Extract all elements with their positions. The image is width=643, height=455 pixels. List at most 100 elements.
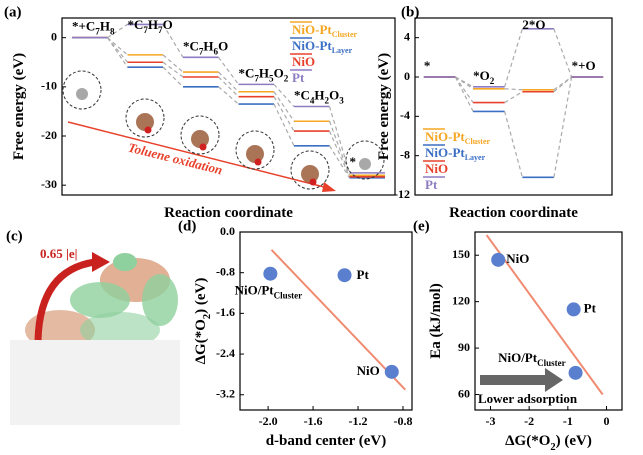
y-tick-label: -8 <box>400 147 410 161</box>
point-label-main: Pt <box>584 300 597 315</box>
panel-label: (e) <box>413 218 430 234</box>
point-label: Pt <box>357 267 370 282</box>
legend-name-sub: Layer <box>332 46 353 55</box>
point-label-main: NiO/Pt <box>498 350 538 365</box>
legend-name: NiO-Pt <box>292 22 332 37</box>
connector <box>274 84 294 106</box>
x-tick-label: 0 <box>604 414 610 428</box>
y-tick-label: -2.4 <box>216 346 235 360</box>
point-label-main: NiO <box>506 251 529 266</box>
point-label-main: Pt <box>357 267 370 282</box>
panel-label: (c) <box>6 228 23 244</box>
y-tick-label: 0.0 <box>220 224 235 238</box>
x-tick-label: -1.6 <box>304 414 323 428</box>
step-label: *C7H7O <box>127 17 172 35</box>
connector <box>219 57 239 84</box>
point <box>569 366 583 380</box>
step-label: * <box>349 154 356 169</box>
connector <box>554 77 572 92</box>
annotation-arrowhead <box>322 182 336 192</box>
panel-label: (d) <box>178 218 196 234</box>
step-label: *C7H5O2 <box>238 65 288 83</box>
point <box>491 253 505 267</box>
panel-c: (c) 0.65 |e| <box>6 228 180 425</box>
oxygen <box>255 159 262 166</box>
panel-label: (a) <box>4 4 22 20</box>
y-tick-label: -12 <box>394 187 410 201</box>
panel: 0-10-20-30Free energy (eV)Reaction coord… <box>4 4 395 221</box>
step-label: * <box>424 58 431 73</box>
point-label: NiO/PtCluster <box>235 283 303 301</box>
point-label-main: NiO/Pt <box>235 283 275 298</box>
y-axis-label: Free energy (eV) <box>11 53 27 160</box>
connector <box>455 77 473 103</box>
legend-name: Pt <box>292 70 305 85</box>
molecule <box>359 158 371 170</box>
legend-name: NiO <box>425 161 448 176</box>
connector <box>455 77 473 87</box>
point-label: NiO <box>357 363 380 378</box>
annotation-arrow <box>480 368 563 392</box>
step-label: 2*O <box>522 17 545 32</box>
step-label: *O2 <box>473 68 495 86</box>
y-tick-label: -0.8 <box>216 264 235 278</box>
annotation: Toluene oxidation <box>127 140 224 178</box>
y-tick-label: -30 <box>41 177 57 191</box>
connector <box>505 89 523 90</box>
y-tick-label: 4 <box>404 29 410 43</box>
connector <box>330 121 350 175</box>
x-axis-label: Reaction coordinate <box>449 205 578 221</box>
legend-name-sub: Cluster <box>465 137 491 146</box>
legend-name: Pt <box>425 177 438 192</box>
legend-label: NiO-PtCluster <box>425 129 490 146</box>
y-tick-label: 90 <box>458 340 470 354</box>
point <box>567 302 581 316</box>
connector <box>554 29 572 77</box>
fit-line <box>271 250 405 390</box>
y-tick-label: 0 <box>404 69 410 83</box>
legend-label: NiO-PtLayer <box>425 145 486 162</box>
molecule <box>76 88 88 100</box>
point-label: Pt <box>584 300 597 315</box>
y-tick-label: 60 <box>458 386 470 400</box>
plot-frame <box>240 232 412 410</box>
x-tick-label: -0.8 <box>394 414 413 428</box>
step-label: *+C7H8 <box>72 19 115 37</box>
legend-label: NiO-PtCluster <box>292 22 357 39</box>
connector <box>554 77 572 90</box>
x-axis-label: ΔG(*O2) (eV) <box>505 433 592 452</box>
y-axis-label: Free energy (eV) <box>376 53 392 160</box>
y-axis-label: Ea (kJ/mol) <box>428 283 444 358</box>
point-label-main: NiO <box>357 363 380 378</box>
connector <box>505 92 523 103</box>
oxygen <box>145 127 152 134</box>
y-tick-label: 150 <box>452 247 470 261</box>
oxygen <box>200 144 207 151</box>
y-tick-label: -3.2 <box>216 386 235 400</box>
connector <box>505 29 523 87</box>
annotation: Lower adsorption <box>478 391 578 406</box>
legend-name: NiO <box>292 54 315 69</box>
point <box>385 365 399 379</box>
x-tick-label: -2.0 <box>259 414 278 428</box>
connector <box>108 38 128 63</box>
y-tick-label: -1.6 <box>216 305 235 319</box>
legend-name: NiO-Pt <box>425 145 465 160</box>
point-label-sub: Cluster <box>274 291 303 301</box>
legend-label: NiO <box>292 54 315 69</box>
x-tick-label: -3 <box>485 414 495 428</box>
point-label-sub: Cluster <box>537 358 566 368</box>
legend-name: NiO-Pt <box>425 129 465 144</box>
connector <box>274 104 294 146</box>
legend-name-sub: Cluster <box>332 30 358 39</box>
oxygen <box>310 179 317 186</box>
step-label: *C4H2O3 <box>294 87 344 105</box>
y-tick-label: 0 <box>51 29 57 43</box>
y-tick-label: 120 <box>452 293 470 307</box>
panel-label: (b) <box>401 4 419 20</box>
point <box>338 268 352 282</box>
x-tick-label: -1 <box>563 414 573 428</box>
legend-label: Pt <box>425 177 438 192</box>
